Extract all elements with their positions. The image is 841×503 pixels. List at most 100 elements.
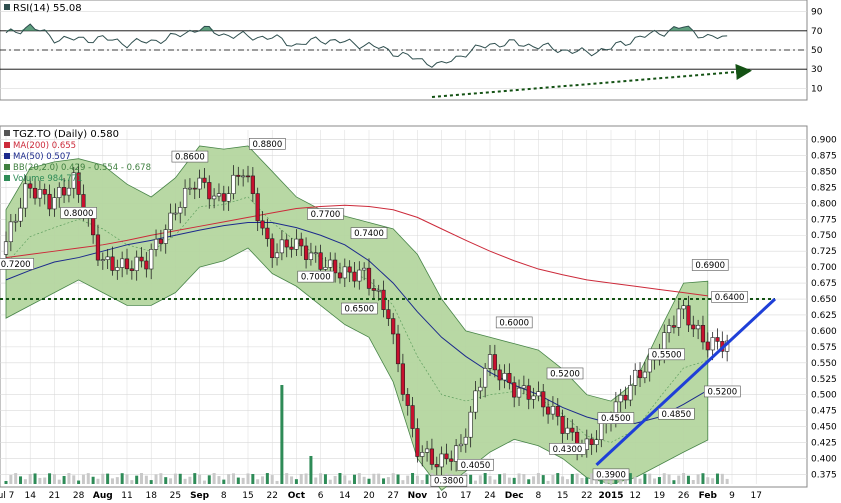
price-tick-label: 0.500 bbox=[811, 391, 837, 401]
candle-body bbox=[371, 288, 376, 291]
volume-bar bbox=[633, 476, 637, 484]
volume-bar bbox=[48, 473, 52, 484]
candle-body bbox=[715, 337, 720, 342]
candle-body bbox=[28, 183, 33, 189]
annotation-box bbox=[430, 474, 468, 487]
candle-body bbox=[705, 341, 710, 351]
volume-bar bbox=[96, 478, 100, 484]
volume-bar bbox=[188, 476, 192, 484]
chart-legend: TGZ.TO (Daily) 0.580 MA(200) 0.655MA(50)… bbox=[4, 129, 151, 184]
annotation-label: 0.6500 bbox=[344, 305, 374, 315]
candle-body bbox=[337, 272, 343, 279]
candle-body bbox=[231, 174, 236, 194]
price-tick-label: 0.725 bbox=[811, 247, 837, 257]
candle-body bbox=[594, 439, 599, 446]
uptrend-line bbox=[595, 297, 777, 466]
volume-bar bbox=[575, 473, 579, 484]
candle-body bbox=[323, 267, 328, 270]
candle-body bbox=[66, 187, 72, 196]
volume-bar bbox=[275, 480, 279, 484]
volume-bar bbox=[33, 473, 37, 484]
volume-bar bbox=[357, 473, 361, 484]
candle-body bbox=[8, 221, 13, 243]
annotation-label: 0.4500 bbox=[601, 414, 631, 424]
price-title-swatch bbox=[4, 130, 10, 136]
annotation-box bbox=[658, 407, 695, 420]
volume-bar bbox=[425, 474, 429, 484]
volume-bar bbox=[290, 476, 294, 484]
candle-body bbox=[260, 220, 265, 229]
volume-bar bbox=[299, 473, 303, 484]
candle-body bbox=[13, 220, 18, 223]
date-tick-label: 27 bbox=[387, 491, 398, 501]
candle-body bbox=[429, 448, 435, 465]
candle-body bbox=[686, 305, 691, 326]
candle-body bbox=[710, 337, 715, 351]
volume-bar bbox=[667, 474, 671, 484]
volume-bar bbox=[251, 474, 255, 484]
annotation-label: 0.6000 bbox=[499, 318, 529, 328]
volume-bar bbox=[362, 476, 366, 484]
date-tick-label: 10 bbox=[436, 491, 448, 501]
volume-bar bbox=[173, 473, 177, 484]
candle-body bbox=[700, 325, 706, 343]
candle-body bbox=[250, 175, 255, 194]
candle-body bbox=[497, 369, 502, 381]
price-tick-label: 0.900 bbox=[811, 136, 837, 146]
candle-body bbox=[628, 385, 633, 401]
annotation-box bbox=[171, 150, 209, 163]
candle-body bbox=[149, 249, 154, 270]
rsi-tick-label: 10 bbox=[811, 84, 823, 94]
date-tick-label: 14 bbox=[24, 491, 36, 501]
volume-bar bbox=[91, 476, 95, 484]
volume-bar bbox=[120, 473, 124, 484]
candle-body bbox=[294, 238, 299, 250]
candle-body bbox=[473, 390, 478, 413]
candle-body bbox=[671, 325, 677, 328]
candle-body bbox=[120, 258, 125, 268]
annotation-box bbox=[60, 207, 97, 219]
candle-body bbox=[124, 258, 130, 270]
rsi-trend-arrow bbox=[431, 64, 752, 98]
volume-bar bbox=[38, 477, 42, 484]
volume-bar bbox=[628, 473, 632, 484]
volume-bar bbox=[580, 478, 584, 484]
candle-body bbox=[666, 325, 672, 333]
volume-bar bbox=[314, 477, 318, 484]
candle-body bbox=[492, 354, 497, 371]
volume-bar bbox=[478, 475, 482, 484]
volume-bar bbox=[4, 481, 8, 484]
candle-body bbox=[221, 193, 226, 202]
legend-label: BB(20,2.0) 0.429 - 0.554 - 0.678 bbox=[13, 163, 151, 173]
volume-bar bbox=[532, 476, 536, 484]
candle-body bbox=[134, 256, 139, 271]
volume-bar bbox=[546, 480, 550, 484]
candle-body bbox=[376, 289, 381, 292]
price-tick-label: 0.475 bbox=[811, 407, 837, 417]
price-tick-label: 0.750 bbox=[811, 231, 837, 241]
rsi-tick-label: 50 bbox=[811, 46, 823, 56]
volume-bar bbox=[715, 473, 719, 484]
annotation-label: 0.5200 bbox=[707, 387, 737, 397]
candle-body bbox=[391, 318, 396, 335]
date-tick-label: 9 bbox=[729, 491, 735, 501]
volume-bar bbox=[81, 474, 85, 484]
volume-bar bbox=[183, 478, 187, 484]
rsi-tick-label: 30 bbox=[811, 65, 823, 75]
date-tick-label: 11 bbox=[121, 491, 132, 501]
candle-body bbox=[37, 189, 42, 199]
candle-body bbox=[129, 268, 134, 271]
price-tick-label: 0.800 bbox=[811, 199, 837, 209]
candle-body bbox=[405, 394, 410, 406]
annotation-label: 0.3900 bbox=[596, 470, 626, 480]
date-tick-label: 22 bbox=[266, 491, 277, 501]
annotation-box bbox=[597, 412, 635, 424]
volume-bar bbox=[391, 473, 395, 484]
annotation-label: 0.7200 bbox=[1, 260, 31, 270]
candle-body bbox=[424, 448, 430, 453]
price-tick-label: 0.700 bbox=[811, 263, 837, 273]
annotation-label: 0.8800 bbox=[252, 140, 282, 150]
candle-body bbox=[163, 229, 168, 244]
price-tick-label: 0.400 bbox=[811, 454, 837, 464]
volume-bar bbox=[144, 475, 148, 484]
